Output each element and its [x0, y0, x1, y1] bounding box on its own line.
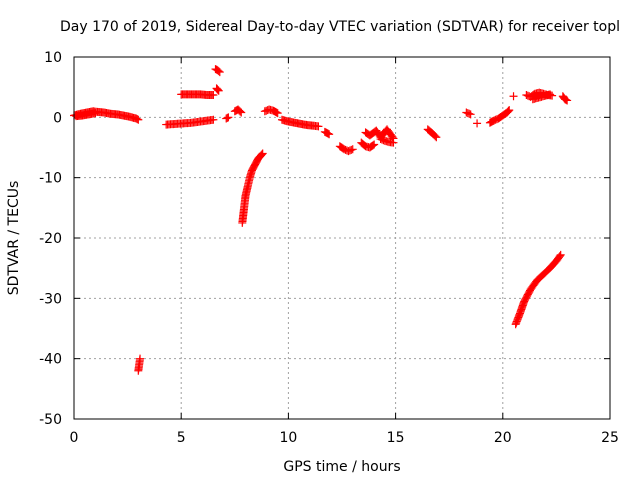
- data-point: [209, 115, 218, 124]
- x-tick-label: 0: [70, 430, 79, 446]
- plot-frame: [73, 56, 611, 420]
- data-point: [214, 85, 223, 94]
- data-point: [555, 252, 564, 261]
- data-point: [322, 129, 331, 138]
- data-point: [272, 108, 281, 117]
- data-point: [258, 149, 267, 158]
- y-tick-label: -30: [39, 291, 62, 307]
- data-point: [209, 91, 218, 100]
- data-point: [466, 110, 475, 119]
- data-point: [213, 85, 222, 94]
- axis-ticks: 0 5 10 15 20 25 -50 -40 -30 -20 -10 0 10: [39, 50, 619, 446]
- x-tick-label: 15: [387, 430, 405, 446]
- data-point: [214, 67, 223, 76]
- chart-title: Day 170 of 2019, Sidereal Day-to-day VTE…: [60, 19, 620, 35]
- data-point: [314, 122, 323, 131]
- x-axis-label: GPS time / hours: [283, 459, 400, 475]
- data-point: [213, 66, 222, 75]
- data-point: [505, 106, 514, 115]
- data-point: [431, 132, 440, 141]
- data-point: [136, 354, 145, 363]
- data-point: [236, 107, 245, 116]
- y-tick-label: -50: [39, 412, 62, 428]
- data-point: [389, 138, 398, 147]
- data-point: [224, 113, 233, 122]
- grid-lines: [74, 57, 610, 419]
- data-point: [503, 107, 512, 116]
- data-point: [324, 129, 333, 138]
- data-point: [325, 130, 334, 139]
- data-point: [545, 90, 554, 99]
- x-tick-label: 5: [177, 430, 186, 446]
- y-tick-label: -10: [39, 171, 62, 187]
- x-tick-label: 10: [279, 430, 297, 446]
- data-point: [432, 133, 441, 142]
- data-point: [369, 141, 378, 150]
- data-point: [347, 145, 356, 154]
- data-point: [215, 68, 224, 77]
- x-tick-label: 20: [494, 430, 512, 446]
- x-tick-label: 25: [601, 430, 619, 446]
- data-point: [237, 108, 246, 117]
- data-point: [257, 150, 266, 159]
- data-point: [556, 250, 565, 259]
- data-point: [473, 119, 482, 128]
- data-point: [509, 92, 518, 101]
- data-point: [562, 95, 571, 104]
- data-point: [256, 151, 265, 160]
- data-point: [223, 113, 232, 122]
- data-point: [134, 115, 143, 124]
- data-points: [70, 65, 572, 375]
- data-point: [465, 109, 474, 118]
- data-point: [222, 114, 231, 123]
- data-point: [504, 106, 513, 115]
- data-point: [91, 109, 100, 118]
- data-point: [214, 86, 223, 95]
- y-tick-label: -40: [39, 352, 62, 368]
- data-point: [348, 145, 357, 154]
- y-tick-label: 10: [44, 50, 62, 66]
- data-point: [370, 140, 379, 149]
- y-tick-label: -20: [39, 231, 62, 247]
- y-tick-label: 0: [53, 110, 62, 126]
- data-point: [133, 115, 142, 124]
- data-point: [273, 109, 282, 118]
- y-axis-label: SDTVAR / TECUs: [6, 181, 22, 296]
- data-point: [563, 96, 572, 105]
- data-point: [368, 141, 377, 150]
